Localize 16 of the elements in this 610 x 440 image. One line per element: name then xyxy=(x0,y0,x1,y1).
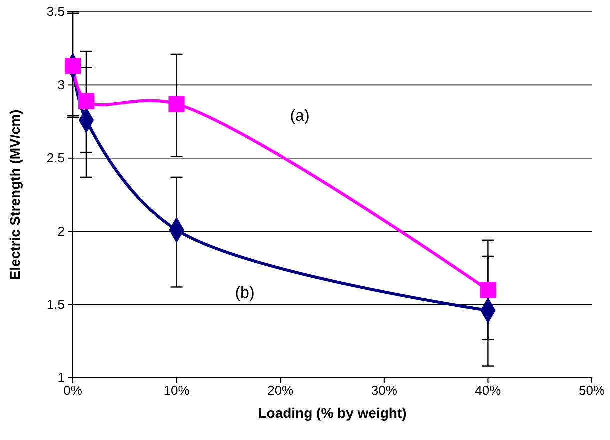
y-tick-label: 2.5 xyxy=(46,150,65,166)
y-tick-label: 2 xyxy=(58,224,65,239)
y-tick-label: 1 xyxy=(58,370,65,386)
y-tick-label: 3.5 xyxy=(46,4,65,20)
x-tick-label: 40% xyxy=(475,383,502,398)
annotation: (a) xyxy=(290,108,310,125)
y-axis-title: Electric Strength (MV/cm) xyxy=(7,110,23,280)
x-tick-label: 50% xyxy=(578,383,606,398)
x-tick-label: 10% xyxy=(164,383,190,398)
x-tick-label: 0% xyxy=(64,383,83,398)
x-axis-title: Loading (% by weight) xyxy=(258,405,407,421)
x-tick-label: 30% xyxy=(371,383,398,398)
x-tick-label: 20% xyxy=(268,383,294,398)
annotation: (b) xyxy=(235,285,255,302)
y-tick-label: 3 xyxy=(58,77,65,92)
y-tick-label: 1.5 xyxy=(46,296,65,312)
